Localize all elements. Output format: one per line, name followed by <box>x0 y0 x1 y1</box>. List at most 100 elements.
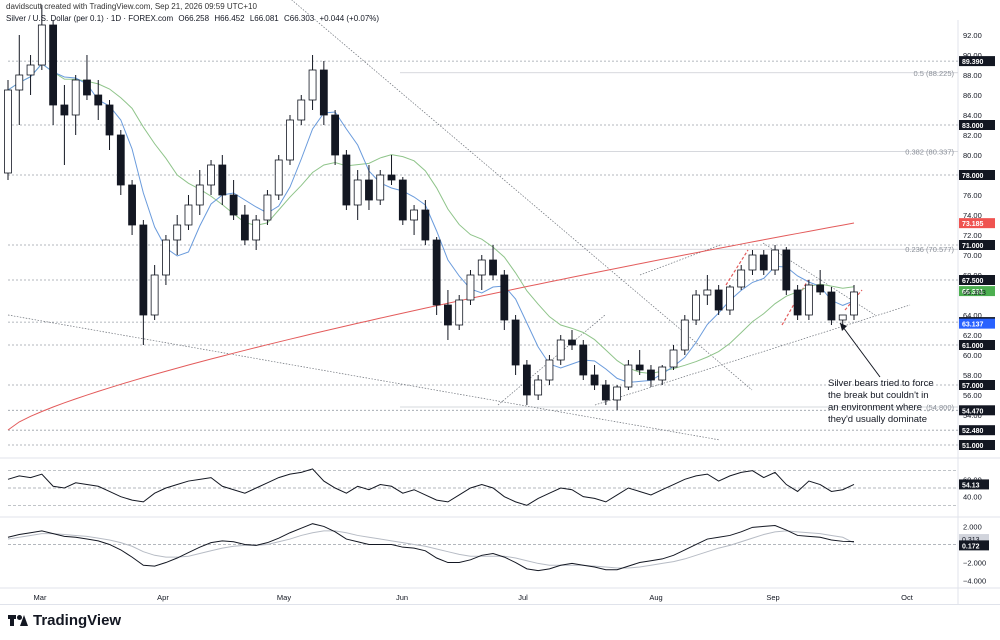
high-value: H66.452 <box>214 14 245 23</box>
candle-body <box>816 284 825 293</box>
projection-segment <box>844 289 863 311</box>
candle-body <box>150 274 159 316</box>
candle-body <box>15 74 24 91</box>
rsi-value-label: 54.13 <box>962 482 980 489</box>
level-label-badge <box>959 120 995 130</box>
x-axis-tick-label: Aug <box>649 593 662 602</box>
macd-signal-label: 0.172 <box>962 543 980 550</box>
ma-value-label: 63.137 <box>962 322 984 329</box>
moving-average-mid-line <box>7 63 855 375</box>
candle-body <box>827 291 836 321</box>
level-label-badge <box>959 240 995 250</box>
level-label: 83.000 <box>962 123 984 130</box>
y-axis-tick-label: 76.00 <box>963 191 982 200</box>
macd-line <box>7 523 855 572</box>
tradingview-logo-icon <box>8 615 28 626</box>
candle-body <box>128 184 136 226</box>
y-axis-tick-label: 72.00 <box>963 231 982 240</box>
candle-body <box>421 209 430 241</box>
fibonacci-label: 0.236 (70.577) <box>905 245 954 254</box>
level-label-badge <box>959 170 995 180</box>
macd-tick-label: −2.000 <box>963 559 986 568</box>
candle-body <box>94 94 103 106</box>
candle-body <box>850 291 858 316</box>
candle-body <box>838 314 847 321</box>
level-label: 54.470 <box>962 408 984 415</box>
candle-body <box>500 274 509 321</box>
level-label: 61.000 <box>962 343 984 350</box>
level-label-badge <box>959 275 995 285</box>
y-axis-tick-label: 90.00 <box>963 51 982 60</box>
candle-body <box>748 254 757 271</box>
symbol-legend[interactable]: Silver / U.S. Dollar (per 0.1) · 1D · FO… <box>6 14 382 23</box>
candle-body <box>297 99 306 121</box>
symbol-title[interactable]: Silver / U.S. Dollar (per 0.1) · 1D · FO… <box>6 14 174 23</box>
candle-body <box>703 289 712 296</box>
last-price-label: 66.303 <box>963 288 986 297</box>
annotation-arrow <box>839 322 881 378</box>
candle-body <box>319 69 328 116</box>
candle-body <box>432 239 441 306</box>
candle-body <box>534 379 543 396</box>
candle-body <box>568 339 576 346</box>
macd-tick-label: 2.000 <box>963 522 982 531</box>
candle-body <box>804 284 813 316</box>
candle-body <box>207 164 215 186</box>
candle-body <box>218 164 227 196</box>
tradingview-logo[interactable]: TradingView <box>8 612 121 629</box>
level-label: 78.000 <box>962 173 984 180</box>
candle-body <box>522 364 531 396</box>
x-axis-tick-label: Jul <box>518 593 528 602</box>
candle-body <box>365 179 373 201</box>
candle-body <box>410 209 418 221</box>
y-axis-tick-label: 80.00 <box>963 151 982 160</box>
fibonacci-label: 0.382 (80.337) <box>905 148 954 157</box>
rsi-tick-label: 40.00 <box>963 493 982 502</box>
candle-body <box>455 299 464 326</box>
level-label: 51.000 <box>962 443 984 450</box>
macd-signal-line <box>7 530 855 569</box>
open-value: O66.258 <box>178 14 210 23</box>
candle-body <box>274 159 283 196</box>
ma-value-label-badge <box>959 218 995 229</box>
candle-body <box>331 114 340 156</box>
candle-body <box>613 386 622 401</box>
candle-body <box>105 104 114 136</box>
candle-body <box>342 154 351 206</box>
candle-body <box>195 184 204 206</box>
close-value: C66.303 <box>283 14 315 23</box>
candle-body <box>263 194 272 221</box>
candle-body <box>49 24 58 106</box>
footer-bar <box>0 604 1000 640</box>
y-axis-tick-label: 56.00 <box>963 391 982 400</box>
x-axis-tick-label: Oct <box>901 593 914 602</box>
brand-name: TradingView <box>33 612 122 629</box>
level-label-badge <box>959 380 995 390</box>
candle-body <box>466 274 475 301</box>
x-axis-tick-label: Mar <box>34 593 47 602</box>
candle-body <box>590 374 599 386</box>
annotation-arrowhead <box>840 323 847 331</box>
level-label-badge <box>959 405 995 416</box>
change-value: +0.044 (+0.07%) <box>319 14 380 23</box>
candle-body <box>184 204 193 226</box>
level-label: 52.480 <box>962 428 984 435</box>
y-axis-tick-label: 74.00 <box>963 211 982 220</box>
candle-body <box>252 219 261 241</box>
ma-value-label-badge <box>959 286 995 297</box>
y-axis-tick-label: 58.00 <box>963 371 982 380</box>
level-label-badge <box>959 425 995 436</box>
candle-body <box>353 179 362 206</box>
candle-body <box>83 79 91 96</box>
trendline <box>7 314 721 441</box>
candle-body <box>782 249 791 291</box>
price-chart[interactable]: 0.5 (88.225) 0.382 (80.337) 0.236 (70.577)… <box>0 0 1000 604</box>
y-axis-tick-label: 84.00 <box>963 111 982 120</box>
moving-average-short-line <box>7 63 855 383</box>
x-axis-tick-label: Apr <box>157 593 169 602</box>
trendline <box>762 242 876 316</box>
y-axis-tick-label: 86.00 <box>963 91 982 100</box>
candle-body <box>162 239 170 276</box>
trendline <box>291 0 753 391</box>
candle-body <box>601 384 610 401</box>
